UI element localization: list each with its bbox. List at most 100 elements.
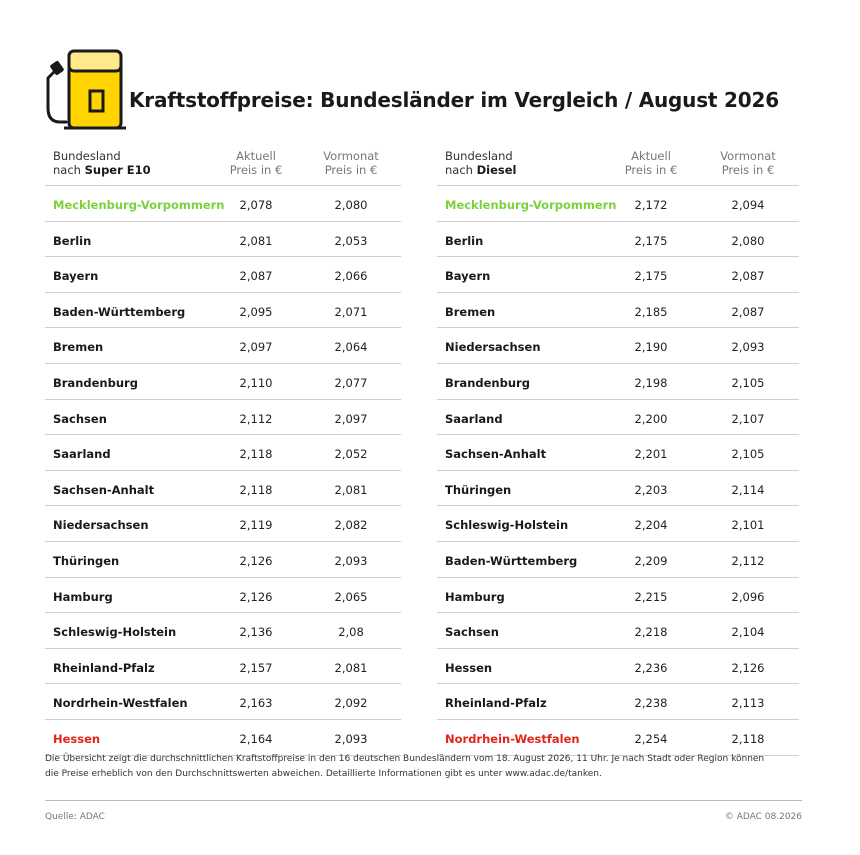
header-previous-line1: Vormonat [323, 149, 379, 163]
header-fuel-type: Super E10 [84, 163, 151, 177]
current-price: 2,215 [634, 589, 668, 604]
previous-price: 2,113 [731, 696, 765, 711]
current-price: 2,126 [239, 553, 273, 568]
table-row: Rheinland-Pfalz 2,238 2,113 [437, 684, 799, 720]
table-header: Bundesland nach Diesel Aktuell Preis in … [437, 148, 799, 186]
previous-price: 2,097 [334, 411, 368, 426]
footnote: Die Übersicht zeigt die durchschnittlich… [45, 754, 765, 779]
previous-price: 2,080 [334, 198, 368, 212]
table-row: Nordrhein-Westfalen 2,254 2,118 [437, 720, 799, 756]
header-current-line2: Preis in € [229, 163, 283, 177]
state-name: Hessen [445, 660, 493, 675]
previous-price: 2,114 [731, 482, 765, 497]
header-previous-line2: Preis in € [324, 163, 378, 177]
current-price: 2,097 [239, 340, 273, 355]
state-name: Baden-Württemberg [53, 304, 186, 319]
header-previous-line2: Preis in € [721, 163, 775, 177]
previous-price: 2,093 [334, 731, 368, 746]
state-name: Schleswig-Holstein [53, 625, 177, 640]
header-state-prefix: nach [53, 163, 85, 177]
table-header: Bundesland nach Super E10 Aktuell Preis … [45, 148, 401, 186]
table-row: Hamburg 2,215 2,096 [437, 578, 799, 614]
current-price: 2,209 [634, 553, 668, 568]
current-price: 2,175 [634, 233, 668, 248]
current-price: 2,095 [239, 304, 273, 319]
current-price: 2,172 [634, 198, 668, 212]
table-super-e10: Bundesland nach Super E10 Aktuell Preis … [45, 148, 401, 756]
previous-price: 2,065 [334, 589, 368, 604]
current-price: 2,218 [634, 625, 668, 640]
current-price: 2,110 [239, 375, 273, 390]
state-name: Sachsen-Anhalt [53, 482, 155, 497]
table-diesel: Bundesland nach Diesel Aktuell Preis in … [437, 148, 799, 756]
previous-price: 2,081 [334, 660, 368, 675]
table-row: Niedersachsen 2,119 2,082 [45, 506, 401, 542]
current-price: 2,118 [239, 447, 273, 462]
table-row: Bayern 2,087 2,066 [45, 257, 401, 293]
header-current: Aktuell Preis in € [216, 149, 296, 177]
previous-price: 2,087 [731, 304, 765, 319]
table-row: Hamburg 2,126 2,065 [45, 578, 401, 614]
current-price: 2,119 [239, 518, 273, 533]
current-price: 2,236 [634, 660, 668, 675]
table-row: Sachsen 2,218 2,104 [437, 613, 799, 649]
current-price: 2,163 [239, 696, 273, 711]
previous-price: 2,066 [334, 269, 368, 284]
table-row: Saarland 2,118 2,052 [45, 435, 401, 471]
table-row: Thüringen 2,126 2,093 [45, 542, 401, 578]
fuel-pump-icon [46, 49, 126, 130]
table-row: Hessen 2,164 2,093 [45, 720, 401, 756]
previous-price: 2,105 [731, 375, 765, 390]
state-name: Brandenburg [53, 375, 138, 390]
table-row: Bremen 2,185 2,087 [437, 293, 799, 329]
current-price: 2,185 [634, 304, 668, 319]
previous-price: 2,093 [731, 340, 765, 355]
previous-price: 2,082 [334, 518, 368, 533]
table-row: Berlin 2,175 2,080 [437, 222, 799, 258]
header-current-line1: Aktuell [631, 149, 671, 163]
previous-price: 2,105 [731, 447, 765, 462]
previous-price: 2,052 [334, 447, 368, 462]
state-name: Brandenburg [445, 375, 530, 390]
table-row: Nordrhein-Westfalen 2,163 2,092 [45, 684, 401, 720]
state-name: Nordrhein-Westfalen [53, 696, 188, 711]
table-row: Bremen 2,097 2,064 [45, 328, 401, 364]
state-name: Niedersachsen [445, 340, 541, 355]
table-row: Brandenburg 2,110 2,077 [45, 364, 401, 400]
previous-price: 2,107 [731, 411, 765, 426]
table-row: Rheinland-Pfalz 2,157 2,081 [45, 649, 401, 685]
state-name: Bremen [53, 340, 104, 355]
state-name: Bremen [445, 304, 496, 319]
header-fuel-type: Diesel [476, 163, 517, 177]
header-current-line1: Aktuell [236, 149, 276, 163]
state-name: Hamburg [53, 589, 113, 604]
current-price: 2,087 [239, 269, 273, 284]
state-name: Rheinland-Pfalz [53, 660, 155, 675]
header-state-line1: Bundesland [445, 149, 513, 163]
table-row: Baden-Württemberg 2,209 2,112 [437, 542, 799, 578]
previous-price: 2,092 [334, 696, 368, 711]
previous-price: 2,053 [334, 233, 368, 248]
previous-price: 2,077 [334, 375, 368, 390]
state-name: Sachsen [53, 411, 107, 426]
header: Kraftstoffpreise: Bundesländer im Vergle… [40, 48, 840, 132]
current-price: 2,112 [239, 411, 273, 426]
state-name: Niedersachsen [53, 518, 149, 533]
table-row: Baden-Württemberg 2,095 2,071 [45, 293, 401, 329]
state-name: Sachsen [445, 625, 499, 640]
table-body: Mecklenburg-Vorpommern 2,078 2,080 Berlin 2,… [45, 186, 401, 756]
state-name: Mecklenburg-Vorpommern [445, 198, 617, 212]
state-name: Schleswig-Holstein [445, 518, 569, 533]
table-row: Sachsen-Anhalt 2,118 2,081 [45, 471, 401, 507]
table-body: Mecklenburg-Vorpommern 2,172 2,094 Berlin 2,… [437, 186, 799, 756]
current-price: 2,190 [634, 340, 668, 355]
current-price: 2,136 [239, 625, 273, 640]
current-price: 2,238 [634, 696, 668, 711]
header-current-line2: Preis in € [624, 163, 678, 177]
table-row: Brandenburg 2,198 2,105 [437, 364, 799, 400]
state-name: Saarland [445, 411, 503, 426]
state-name: Berlin [53, 233, 92, 248]
header-current: Aktuell Preis in € [611, 149, 691, 177]
previous-price: 2,118 [731, 731, 765, 746]
header-previous: Vormonat Preis in € [708, 149, 788, 177]
